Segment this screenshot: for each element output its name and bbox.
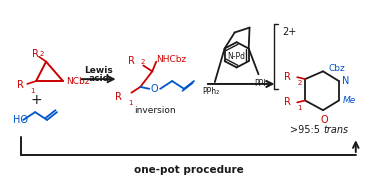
Text: NHCbz: NHCbz [156, 55, 186, 64]
Text: R: R [284, 97, 291, 107]
Text: R: R [284, 72, 291, 82]
Text: PPh₂: PPh₂ [254, 79, 271, 88]
Text: Lewis: Lewis [84, 66, 113, 75]
Text: 1: 1 [297, 105, 302, 111]
Text: 2: 2 [140, 59, 145, 65]
Text: O: O [320, 115, 328, 125]
Text: >95:5: >95:5 [290, 125, 323, 135]
Text: PPh₂: PPh₂ [202, 87, 220, 96]
Text: R: R [32, 49, 39, 59]
Text: +: + [30, 93, 42, 108]
Text: R: R [17, 80, 24, 90]
Text: N-Pd: N-Pd [228, 52, 246, 61]
Text: acid: acid [88, 74, 109, 83]
Text: R: R [127, 56, 135, 66]
Text: Cbz: Cbz [328, 64, 345, 73]
Text: R: R [115, 92, 121, 102]
Text: HO: HO [13, 115, 28, 125]
Text: O: O [150, 84, 158, 94]
Text: 2: 2 [297, 80, 302, 86]
Text: 2: 2 [39, 51, 43, 57]
Text: NCbz: NCbz [66, 77, 90, 86]
Text: 1: 1 [30, 88, 35, 94]
Text: N: N [342, 76, 349, 86]
Text: trans: trans [323, 125, 348, 135]
Text: 1: 1 [129, 100, 133, 106]
Text: Me: Me [343, 96, 356, 105]
Text: 2+: 2+ [282, 27, 297, 37]
Text: inversion: inversion [135, 106, 176, 115]
Text: one-pot procedure: one-pot procedure [134, 165, 243, 175]
